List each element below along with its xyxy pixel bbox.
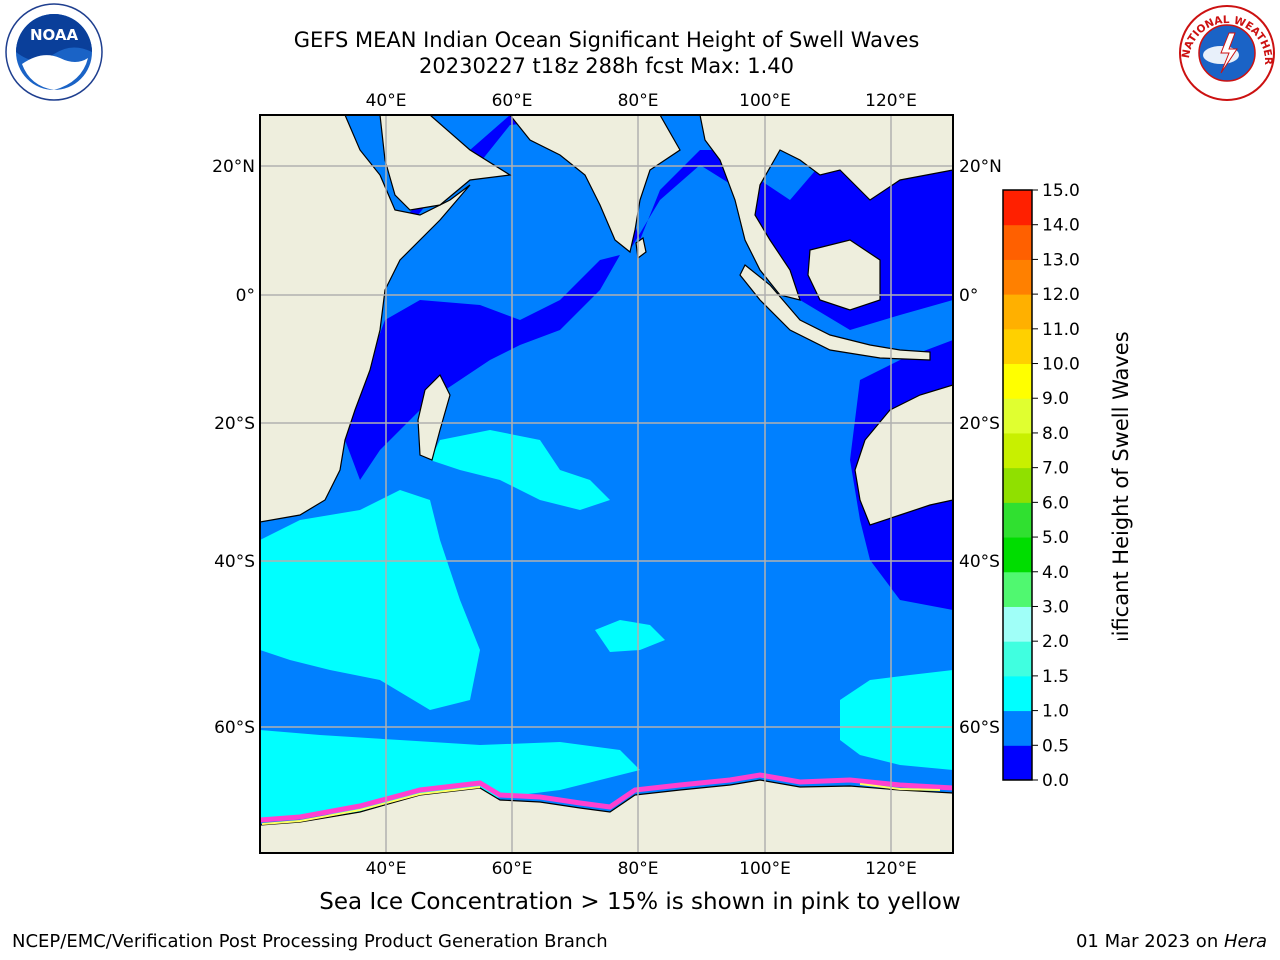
lat-label-right: 60°S: [959, 718, 1000, 738]
sea-ice-edge-yellow: [261, 783, 941, 825]
land-africa: [260, 115, 471, 523]
colorbar-swatch: [1003, 432, 1032, 469]
lat-label-left: 40°S: [214, 552, 255, 572]
colorbar-swatch: [1003, 294, 1032, 330]
lat-label-right: 20°N: [959, 157, 1002, 177]
colorbar-tick-label: 15.0: [1042, 181, 1080, 201]
ocean-high-swell-southeast: [840, 670, 953, 770]
colorbar-tick-label: 5.0: [1042, 528, 1069, 548]
lon-labels-bottom: 40°E 60°E 80°E 100°E 120°E: [366, 859, 917, 879]
lat-label-left: 20°N: [212, 157, 255, 177]
date-stamp: 01 Mar 2023 on Hera: [1076, 931, 1267, 952]
lat-label-left: 0°: [236, 286, 255, 306]
colorbar-tick-label: 1.5: [1042, 667, 1069, 687]
noaa-logo-text: NOAA: [30, 26, 79, 44]
lat-labels-right: 20°N 0° 20°S 40°S 60°S: [959, 157, 1002, 738]
lon-labels-top: 40°E 60°E 80°E 100°E 120°E: [366, 91, 917, 111]
colorbar-swatch: [1003, 606, 1032, 642]
host-name: Hera: [1223, 931, 1267, 952]
colorbar: 0.0 0.5 1.0 1.5 2.0 3.0 4.0 5.0 6.0 7.0 8.0 9.0 10.0…: [1002, 181, 1080, 791]
colorbar-tick-label: 6.0: [1042, 493, 1069, 513]
colorbar-swatch: [1003, 641, 1032, 677]
colorbar-label-text: Significant Height of Swell Waves [m]: [1109, 330, 1133, 640]
lon-label-top: 60°E: [492, 91, 533, 111]
land-borneo: [807, 239, 881, 311]
colorbar-swatch: [1003, 190, 1032, 226]
colorbar-tick-label: 0.0: [1042, 771, 1069, 791]
land-australia: [854, 384, 953, 526]
colorbar-tick-label: 12.0: [1042, 285, 1080, 305]
land-southeast-asia: [699, 115, 953, 301]
colorbar-tick-label: 13.0: [1042, 250, 1080, 270]
colorbar-label: Significant Height of Swell Waves [m]: [1109, 330, 1133, 640]
colorbar-swatch: [1003, 363, 1032, 399]
map-title: GEFS MEAN Indian Ocean Significant Heigh…: [293, 28, 920, 52]
graticule: [260, 115, 953, 853]
ocean-high-swell-patch-mid: [430, 430, 610, 510]
lon-label-top: 100°E: [739, 91, 791, 111]
colorbar-tick-label: 3.0: [1042, 597, 1069, 617]
colorbar-swatch: [1003, 571, 1032, 607]
colorbar-swatch: [1003, 675, 1032, 712]
lat-labels-left: 20°N 0° 20°S 40°S 60°S: [212, 157, 255, 738]
colorbar-swatch: [1003, 224, 1032, 260]
colorbar-tick-label: 9.0: [1042, 389, 1069, 409]
ocean-high-swell-south: [260, 730, 640, 820]
lon-label-top: 80°E: [618, 91, 659, 111]
colorbar-tick-label: 1.0: [1042, 702, 1069, 722]
colorbar-swatch: [1003, 710, 1032, 746]
ocean-high-swell-southwest: [260, 490, 480, 710]
lat-label-right: 40°S: [959, 552, 1000, 572]
land-madagascar: [417, 373, 451, 461]
colorbar-swatch: [1003, 745, 1032, 781]
colorbar-swatch: [1003, 398, 1032, 434]
colorbar-swatch: [1003, 537, 1032, 573]
lon-label-top: 120°E: [865, 91, 917, 111]
lon-label-bottom: 120°E: [865, 859, 917, 879]
map-frame: [259, 114, 954, 854]
lon-label-bottom: 100°E: [739, 859, 791, 879]
colorbar-tick-label: 7.0: [1042, 459, 1069, 479]
ocean-high-swell-patch-center: [595, 620, 665, 652]
colorbar-tick-label: 4.0: [1042, 563, 1069, 583]
colorbar-tick-label: 10.0: [1042, 355, 1080, 375]
nws-logo: NATIONAL WEATHER SERVICE: [1177, 3, 1275, 101]
colorbar-tick-label: 2.0: [1042, 632, 1069, 652]
colorbar-tick-label: 14.0: [1042, 216, 1080, 236]
lon-label-top: 40°E: [366, 91, 407, 111]
colorbar-swatch: [1003, 259, 1032, 295]
map-subtitle: 20230227 t18z 288h fcst Max: 1.40: [419, 54, 794, 78]
ocean-low-swell-west: [345, 255, 620, 480]
map-plot-area: [260, 115, 953, 853]
colorbar-tick-label: 8.0: [1042, 424, 1069, 444]
sea-ice-edge: [260, 772, 953, 823]
lon-label-bottom: 80°E: [618, 859, 659, 879]
sea-ice-note: Sea Ice Concentration > 15% is shown in …: [319, 889, 961, 915]
noaa-logo: NOAA: [5, 3, 103, 101]
land-arabia: [379, 115, 512, 211]
credit-line: NCEP/EMC/Verification Post Processing Pr…: [12, 931, 608, 952]
colorbar-swatch: [1003, 502, 1032, 538]
lat-label-left: 60°S: [214, 718, 255, 738]
land-masses: [260, 115, 953, 853]
lon-label-bottom: 40°E: [366, 859, 407, 879]
colorbar-frame: [1002, 189, 1033, 781]
colorbar-swatch: [1003, 328, 1032, 365]
colorbar-tick-label: 0.5: [1042, 736, 1069, 756]
lat-label-right: 20°S: [959, 414, 1000, 434]
colorbar-tick-label: 11.0: [1042, 320, 1080, 340]
colorbar-swatch: [1003, 467, 1032, 503]
lon-label-bottom: 60°E: [492, 859, 533, 879]
date-text: 01 Mar 2023 on: [1075, 931, 1224, 952]
lat-label-left: 20°S: [214, 414, 255, 434]
lat-label-right: 0°: [959, 286, 978, 306]
